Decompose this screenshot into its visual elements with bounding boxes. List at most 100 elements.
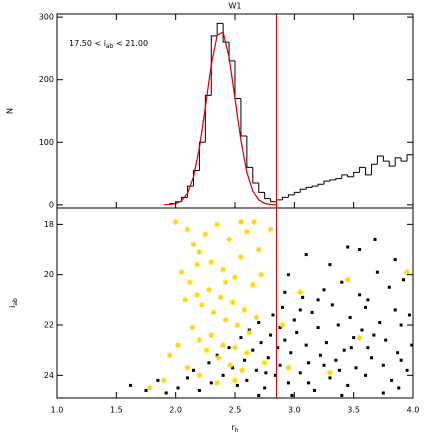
point [397, 386, 401, 390]
point [337, 368, 341, 372]
histogram-bin [376, 155, 384, 165]
point [358, 293, 362, 297]
point [295, 331, 299, 335]
point [372, 333, 376, 337]
histogram-bin [287, 194, 295, 198]
y-tick-label: 200 [39, 75, 54, 84]
x-axis-label-subscript: h [235, 427, 239, 434]
point [239, 367, 246, 374]
point [290, 393, 294, 397]
point [366, 346, 370, 350]
point [381, 391, 385, 395]
y-axis-label-subscript: ab [12, 298, 19, 306]
point [184, 364, 191, 371]
point [336, 323, 340, 327]
point [410, 343, 414, 347]
point [271, 313, 275, 317]
point [366, 298, 370, 302]
histogram-bin [198, 141, 206, 171]
histogram-bin [270, 198, 277, 203]
point [189, 324, 196, 331]
point [245, 378, 249, 382]
point [243, 349, 250, 356]
histogram-bin [204, 94, 212, 143]
point [191, 368, 195, 372]
point [209, 381, 213, 385]
point [310, 310, 314, 314]
point [182, 296, 189, 303]
point [387, 285, 391, 289]
point [144, 388, 148, 392]
point [251, 348, 255, 352]
histogram-bin [281, 196, 289, 200]
x-tick-label: 3.5 [347, 406, 360, 415]
point [269, 333, 273, 337]
point [286, 381, 290, 385]
point [399, 358, 403, 362]
point [175, 342, 182, 349]
histogram-bin [341, 174, 348, 179]
point [164, 391, 168, 395]
point [276, 346, 280, 350]
x-tick-label: 1.5 [110, 406, 123, 415]
point [210, 309, 217, 316]
point [373, 237, 377, 241]
point [396, 351, 400, 355]
histogram-bin [299, 188, 307, 193]
point [307, 381, 311, 385]
point [364, 305, 368, 309]
annotation-subscript: ab [106, 43, 114, 50]
point [264, 371, 268, 375]
point [304, 343, 308, 347]
histogram-bin [293, 191, 301, 195]
point [364, 373, 368, 377]
x-tick-label: 4.0 [407, 406, 420, 415]
point [352, 336, 356, 340]
point [263, 386, 267, 390]
point [346, 383, 350, 387]
point [280, 305, 284, 309]
point [184, 226, 191, 233]
point [358, 248, 362, 252]
point [322, 288, 326, 292]
point [313, 388, 317, 392]
histogram-bin [370, 163, 378, 175]
point [198, 301, 205, 308]
point [246, 329, 253, 336]
point [243, 228, 250, 235]
point [316, 326, 320, 330]
histogram-bin [365, 167, 372, 176]
histogram-bin [382, 156, 390, 162]
point [334, 358, 338, 362]
point [242, 358, 246, 362]
chart-title: W1 [229, 2, 242, 11]
point [254, 368, 258, 372]
x-tick-label: 2.5 [229, 406, 242, 415]
x-axis-label-main: r [231, 423, 235, 432]
point [172, 218, 179, 225]
point [407, 313, 411, 317]
point [129, 383, 133, 387]
point [215, 354, 222, 361]
point [166, 352, 173, 359]
y-tick-label: 24 [44, 371, 54, 380]
point [286, 273, 290, 277]
point [328, 376, 332, 380]
point [178, 269, 185, 276]
y-tick-label: 18 [44, 220, 54, 229]
point [156, 378, 160, 382]
point [232, 377, 238, 384]
point [344, 276, 351, 283]
point [208, 259, 215, 266]
point [176, 386, 180, 390]
histogram-bin [353, 171, 360, 177]
point [208, 332, 215, 339]
histogram-bin [347, 174, 354, 178]
point [241, 306, 248, 313]
point [318, 353, 322, 357]
point [304, 253, 308, 257]
point [186, 376, 190, 380]
y-axis-label: N [6, 108, 15, 114]
y-axis-label: iab [8, 298, 19, 308]
point [237, 218, 244, 225]
